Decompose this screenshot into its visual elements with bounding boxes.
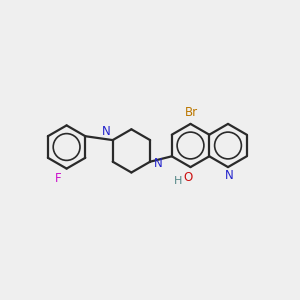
Text: H: H — [174, 176, 182, 185]
Text: N: N — [225, 169, 234, 182]
Text: N: N — [101, 125, 110, 138]
Text: N: N — [154, 157, 163, 170]
Text: O: O — [184, 171, 193, 184]
Text: F: F — [55, 172, 61, 185]
Text: Br: Br — [184, 106, 198, 119]
